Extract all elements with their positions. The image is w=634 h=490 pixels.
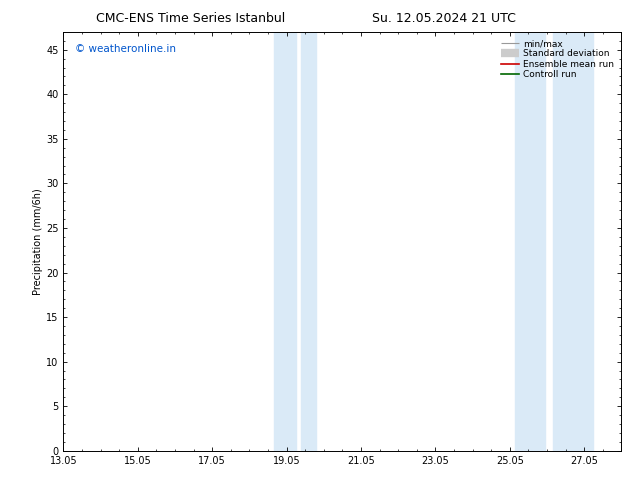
Text: Su. 12.05.2024 21 UTC: Su. 12.05.2024 21 UTC	[372, 12, 515, 25]
Bar	[273, 32, 296, 451]
Legend: min/max, Standard deviation, Ensemble mean run, Controll run: min/max, Standard deviation, Ensemble me…	[499, 36, 617, 82]
Text: CMC-ENS Time Series Istanbul: CMC-ENS Time Series Istanbul	[96, 12, 285, 25]
Text: © weatheronline.in: © weatheronline.in	[75, 45, 176, 54]
Bar	[301, 32, 316, 451]
Bar	[515, 32, 545, 451]
Bar	[552, 32, 593, 451]
Y-axis label: Precipitation (mm/6h): Precipitation (mm/6h)	[33, 188, 43, 294]
